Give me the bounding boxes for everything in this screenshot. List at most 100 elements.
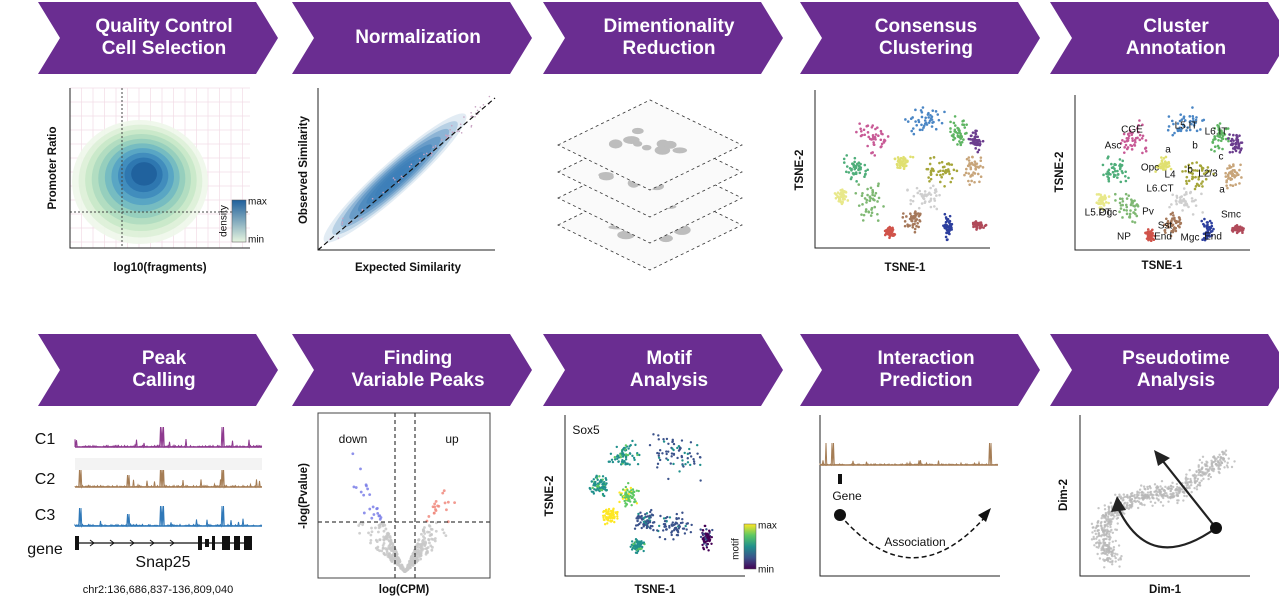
point bbox=[443, 531, 446, 534]
point bbox=[1230, 140, 1233, 143]
point bbox=[1131, 501, 1133, 503]
annotation: Gene bbox=[832, 489, 862, 503]
exon bbox=[222, 536, 230, 550]
point bbox=[1221, 462, 1223, 464]
gene-name: Snap25 bbox=[135, 554, 190, 571]
point bbox=[667, 450, 669, 452]
point bbox=[1201, 180, 1204, 183]
point bbox=[1219, 464, 1221, 466]
point bbox=[430, 538, 433, 541]
point bbox=[1106, 535, 1108, 537]
point bbox=[433, 502, 436, 505]
point bbox=[1206, 221, 1209, 224]
signal-track bbox=[820, 443, 998, 465]
point bbox=[864, 197, 867, 200]
point bbox=[675, 522, 677, 524]
point bbox=[873, 206, 876, 209]
point bbox=[933, 205, 936, 208]
point bbox=[699, 464, 701, 466]
point bbox=[1141, 152, 1144, 155]
point bbox=[1237, 144, 1240, 147]
legend-label: min bbox=[248, 235, 264, 246]
trajectory bbox=[1118, 508, 1216, 547]
point bbox=[1099, 202, 1102, 205]
point bbox=[480, 107, 482, 109]
point bbox=[673, 454, 675, 456]
point bbox=[1183, 187, 1186, 190]
point bbox=[1116, 529, 1118, 531]
point bbox=[666, 438, 668, 440]
point bbox=[1175, 230, 1178, 233]
point bbox=[963, 174, 966, 177]
point bbox=[1199, 459, 1201, 461]
point bbox=[1109, 526, 1111, 528]
point bbox=[911, 224, 914, 227]
point bbox=[848, 171, 851, 174]
track-shade bbox=[75, 458, 262, 470]
point bbox=[974, 167, 977, 170]
point bbox=[1190, 481, 1192, 483]
point bbox=[944, 213, 947, 216]
point bbox=[1170, 213, 1173, 216]
point bbox=[921, 202, 924, 205]
point bbox=[589, 488, 591, 490]
point bbox=[601, 486, 603, 488]
point bbox=[430, 528, 433, 531]
point bbox=[976, 166, 979, 169]
point bbox=[1208, 226, 1211, 229]
point bbox=[366, 488, 369, 491]
point bbox=[947, 169, 950, 172]
point bbox=[639, 547, 641, 549]
point bbox=[622, 455, 624, 457]
point bbox=[1200, 471, 1202, 473]
point bbox=[1098, 535, 1100, 537]
point bbox=[1196, 480, 1198, 482]
point bbox=[904, 220, 907, 223]
point bbox=[910, 216, 913, 219]
point bbox=[1102, 543, 1104, 545]
point bbox=[873, 154, 876, 157]
point bbox=[906, 160, 909, 163]
point bbox=[1119, 158, 1122, 161]
point bbox=[863, 128, 866, 131]
point bbox=[460, 123, 462, 125]
point bbox=[1146, 494, 1148, 496]
point bbox=[880, 130, 883, 133]
point bbox=[632, 543, 634, 545]
point bbox=[451, 125, 453, 127]
step-title: Cluster bbox=[1143, 16, 1209, 37]
point bbox=[692, 458, 694, 460]
point bbox=[382, 547, 385, 550]
point bbox=[975, 143, 978, 146]
cluster-blob bbox=[598, 172, 613, 178]
point bbox=[447, 501, 450, 504]
point bbox=[1162, 497, 1164, 499]
point bbox=[935, 194, 938, 197]
point bbox=[1100, 522, 1102, 524]
point bbox=[1095, 201, 1098, 204]
point bbox=[1131, 139, 1134, 142]
point bbox=[1176, 499, 1178, 501]
point bbox=[1113, 546, 1115, 548]
point bbox=[1237, 230, 1240, 233]
point bbox=[940, 176, 943, 179]
point bbox=[866, 145, 869, 148]
point bbox=[1109, 518, 1111, 520]
point bbox=[978, 149, 981, 152]
point bbox=[1131, 137, 1134, 140]
point bbox=[1113, 515, 1115, 517]
point bbox=[611, 520, 613, 522]
point bbox=[658, 525, 660, 527]
point bbox=[948, 173, 951, 176]
point bbox=[1191, 175, 1194, 178]
point bbox=[630, 504, 632, 506]
point bbox=[405, 569, 408, 572]
point bbox=[342, 218, 344, 220]
point bbox=[389, 535, 392, 538]
point bbox=[649, 527, 651, 529]
point bbox=[1125, 144, 1128, 147]
point bbox=[458, 131, 460, 133]
point bbox=[931, 125, 934, 128]
point bbox=[843, 161, 846, 164]
point bbox=[363, 512, 366, 515]
